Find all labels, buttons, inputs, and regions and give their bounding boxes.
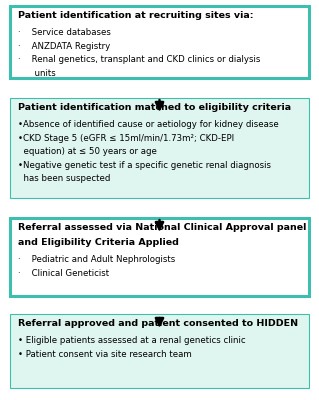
Text: ·    Service databases: · Service databases: [18, 28, 110, 37]
Text: • Patient consent via site research team: • Patient consent via site research team: [18, 350, 191, 359]
Text: ·    Clinical Geneticist: · Clinical Geneticist: [18, 269, 109, 278]
Text: equation) at ≤ 50 years or age: equation) at ≤ 50 years or age: [18, 147, 156, 156]
FancyBboxPatch shape: [10, 218, 309, 296]
Text: Patient identification matched to eligibility criteria: Patient identification matched to eligib…: [18, 103, 291, 112]
Text: ·    Pediatric and Adult Nephrologists: · Pediatric and Adult Nephrologists: [18, 255, 175, 264]
Text: •Absence of identified cause or aetiology for kidney disease: •Absence of identified cause or aetiolog…: [18, 120, 278, 129]
Text: Referral approved and patient consented to HIDDEN: Referral approved and patient consented …: [18, 319, 298, 328]
Text: •CKD Stage 5 (eGFR ≤ 15ml/min/1.73m²; CKD-EPI: •CKD Stage 5 (eGFR ≤ 15ml/min/1.73m²; CK…: [18, 134, 234, 143]
Text: has been suspected: has been suspected: [18, 174, 110, 184]
Text: units: units: [18, 69, 55, 78]
Text: Referral assessed via National Clinical Approval panel: Referral assessed via National Clinical …: [18, 223, 306, 232]
Text: •Negative genetic test if a specific genetic renal diagnosis: •Negative genetic test if a specific gen…: [18, 161, 271, 170]
Text: Patient identification at recruiting sites via:: Patient identification at recruiting sit…: [18, 11, 253, 20]
Text: ·    Renal genetics, transplant and CKD clinics or dialysis: · Renal genetics, transplant and CKD cli…: [18, 55, 260, 64]
FancyBboxPatch shape: [10, 314, 309, 388]
FancyBboxPatch shape: [10, 6, 309, 78]
FancyBboxPatch shape: [10, 98, 309, 198]
Text: and Eligibility Criteria Applied: and Eligibility Criteria Applied: [18, 238, 178, 247]
Text: • Eligible patients assessed at a renal genetics clinic: • Eligible patients assessed at a renal …: [18, 336, 245, 345]
Text: ·    ANZDATA Registry: · ANZDATA Registry: [18, 42, 110, 51]
